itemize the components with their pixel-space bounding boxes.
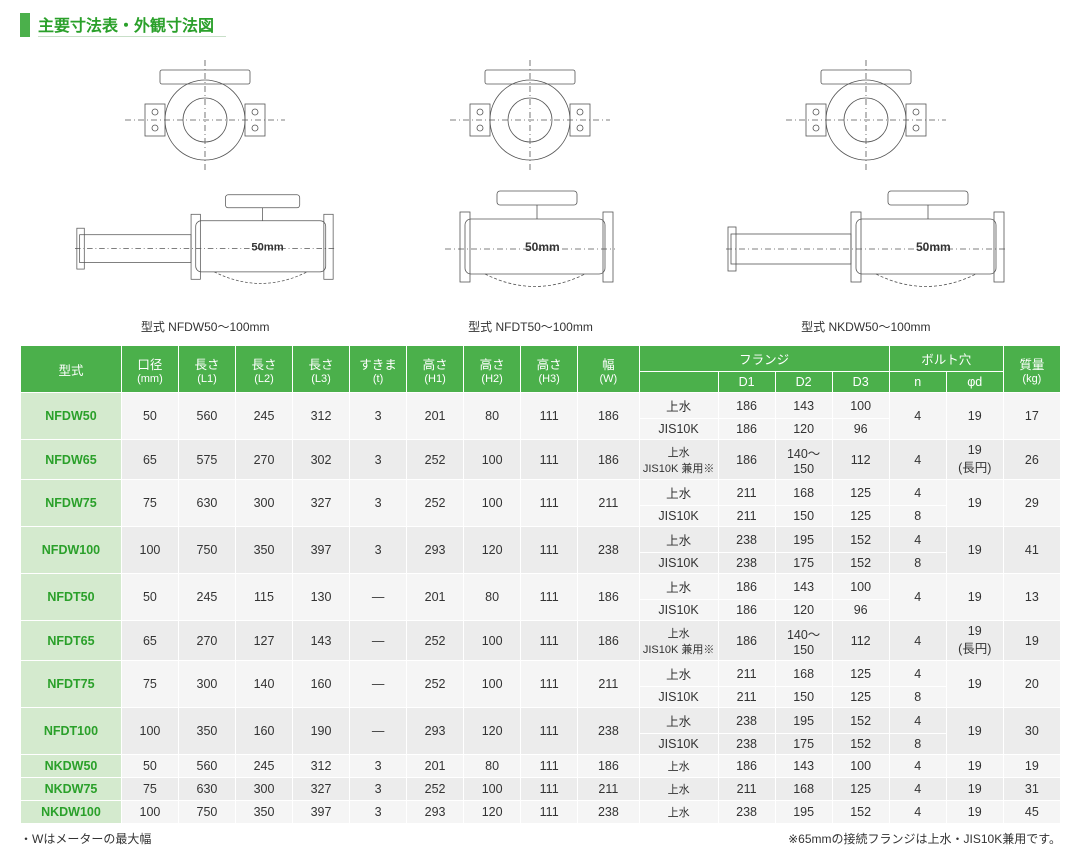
- side-view-svg: 50mm: [75, 179, 335, 309]
- dimensions-table: 型式 口径(mm) 長さ(L1) 長さ(L2) 長さ(L3) すきま(t) 高さ…: [20, 345, 1061, 824]
- table-row: NFDW65 65 575 270 302 3 252 100 111 186 …: [21, 440, 1061, 480]
- diagram-size-label: 50mm: [525, 240, 560, 254]
- cell-model: NKDW50: [21, 755, 122, 778]
- side-view-svg: 50mm: [445, 179, 615, 309]
- cell-model: NFDT65: [21, 621, 122, 661]
- table-row: NFDW50 50 560 245 312 3 201 80 111 186 上…: [21, 393, 1061, 419]
- th-t: すきま(t): [350, 346, 407, 393]
- footnotes: ・Wはメーターの最大幅 ※65mmの接続フランジは上水・JIS10K兼用です。: [20, 830, 1061, 847]
- diagram-caption: 型式 NFDW50～100mm: [141, 318, 270, 335]
- cell-model: NFDW65: [21, 440, 122, 480]
- th-d1: D1: [718, 372, 775, 393]
- table-row: NFDW75 75 630 300 327 3 252 100 111 211 …: [21, 480, 1061, 506]
- th-h2: 高さ(H2): [464, 346, 521, 393]
- table-row: NKDW50 50 560 245 312 3 201 80 111 186 上…: [21, 755, 1061, 778]
- th-mass: 質量(kg): [1003, 346, 1060, 393]
- table-head: 型式 口径(mm) 長さ(L1) 長さ(L2) 長さ(L3) すきま(t) 高さ…: [21, 346, 1061, 393]
- cell-model: NFDT50: [21, 574, 122, 621]
- th-flange: フランジ: [639, 346, 889, 372]
- diagram-size-label: 50mm: [252, 242, 284, 254]
- th-phid: φd: [946, 372, 1003, 393]
- table-row: NKDW100 100 750 350 397 3 293 120 111 23…: [21, 801, 1061, 824]
- th-w: 幅(W): [578, 346, 639, 393]
- diagram-caption: 型式 NFDT50～100mm: [468, 318, 593, 335]
- diagram-caption: 型式 NKDW50～100mm: [801, 318, 930, 335]
- cell-model: NFDW50: [21, 393, 122, 440]
- th-n: n: [889, 372, 946, 393]
- note-left: ・Wはメーターの最大幅: [20, 830, 151, 847]
- table-row: NKDW75 75 630 300 327 3 252 100 111 211 …: [21, 778, 1061, 801]
- diagram-side-view: 50mm: [445, 179, 615, 312]
- cell-model: NFDT75: [21, 661, 122, 708]
- th-h1: 高さ(H1): [407, 346, 464, 393]
- table-row: NFDT75 75 300 140 160 ― 252 100 111 211 …: [21, 661, 1061, 687]
- table-row: NFDT100 100 350 160 190 ― 293 120 111 23…: [21, 708, 1061, 734]
- th-l1: 長さ(L1): [178, 346, 235, 393]
- diagram-column: 50mm 型式 NFDT50～100mm: [445, 60, 615, 335]
- th-d3: D3: [832, 372, 889, 393]
- title-accent-bar: [20, 13, 30, 37]
- top-view-svg: [450, 60, 610, 170]
- diagram-column: 50mm 型式 NKDW50～100mm: [726, 60, 1006, 335]
- diagram-top-view: [786, 60, 946, 173]
- top-view-svg: [125, 60, 285, 170]
- diagram-side-view: 50mm: [75, 179, 335, 312]
- side-view-svg: 50mm: [726, 179, 1006, 309]
- top-view-svg: [786, 60, 946, 170]
- th-bore: 口径(mm): [121, 346, 178, 393]
- table-body: NFDW50 50 560 245 312 3 201 80 111 186 上…: [21, 393, 1061, 824]
- title-text: 主要寸法表・外観寸法図: [38, 12, 226, 37]
- diagram-row: 50mm 型式 NFDW50～100mm 50mm 型式 N: [20, 45, 1061, 335]
- diagram-size-label: 50mm: [916, 240, 951, 254]
- cell-model: NKDW75: [21, 778, 122, 801]
- diagram-side-view: 50mm: [726, 179, 1006, 312]
- diagram-column: 50mm 型式 NFDW50～100mm: [75, 60, 335, 335]
- cell-model: NFDT100: [21, 708, 122, 755]
- cell-model: NKDW100: [21, 801, 122, 824]
- th-bolt: ボルト穴: [889, 346, 1003, 372]
- cell-model: NFDW100: [21, 527, 122, 574]
- th-d2: D2: [775, 372, 832, 393]
- cell-model: NFDW75: [21, 480, 122, 527]
- th-flange-blank: [639, 372, 718, 393]
- table-row: NFDT65 65 270 127 143 ― 252 100 111 186 …: [21, 621, 1061, 661]
- note-right: ※65mmの接続フランジは上水・JIS10K兼用です。: [788, 830, 1061, 847]
- table-row: NFDW100 100 750 350 397 3 293 120 111 23…: [21, 527, 1061, 553]
- diagram-top-view: [450, 60, 610, 173]
- section-title: 主要寸法表・外観寸法図: [20, 12, 1061, 37]
- th-model: 型式: [21, 346, 122, 393]
- th-h3: 高さ(H3): [521, 346, 578, 393]
- table-row: NFDT50 50 245 115 130 ― 201 80 111 186 上…: [21, 574, 1061, 600]
- diagram-top-view: [125, 60, 285, 173]
- th-l2: 長さ(L2): [235, 346, 292, 393]
- th-l3: 長さ(L3): [293, 346, 350, 393]
